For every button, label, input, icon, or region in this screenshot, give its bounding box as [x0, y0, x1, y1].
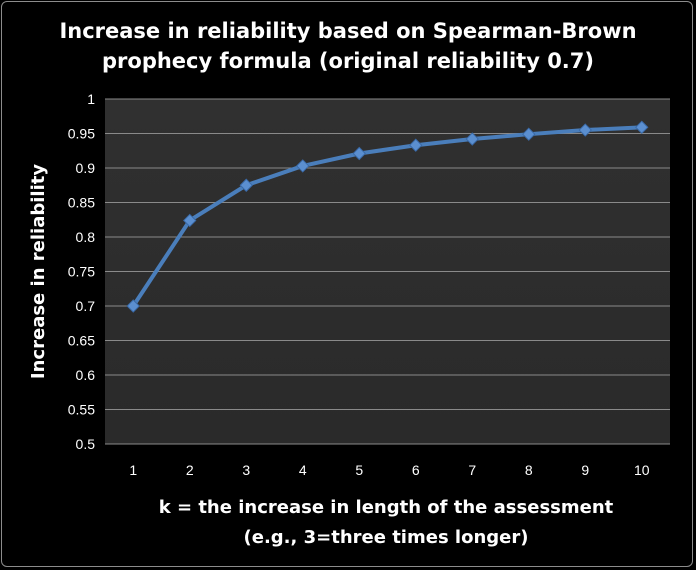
- y-axis-label: Increase in reliability: [28, 164, 49, 379]
- data-point: [296, 159, 310, 173]
- x-axis-label-line-1: k = the increase in length of the assess…: [159, 497, 614, 518]
- y-tick-labels: 0.5 0.55 0.6 0.65 0.7 0.75 0.8 0.85 0.9 0.95 1: [68, 91, 95, 452]
- x-tick-label: 9: [581, 462, 589, 478]
- x-tick-label: 10: [634, 462, 650, 478]
- series-line: [131, 125, 642, 308]
- gridlines: [105, 98, 670, 445]
- x-tick-label: 6: [412, 462, 420, 478]
- x-tick-label: 7: [468, 462, 476, 478]
- y-tick-label: 0.95: [68, 126, 95, 142]
- y-tick-label: 0.5: [76, 436, 96, 452]
- data-point: [465, 132, 479, 146]
- x-tick-label: 4: [299, 462, 307, 478]
- data-point: [635, 120, 649, 134]
- x-tick-label: 2: [186, 462, 194, 478]
- chart-title: Increase in reliability based on Spearma…: [0, 16, 696, 76]
- x-tick-labels: 1 2 3 4 5 6 7 8 9 10: [129, 462, 649, 478]
- x-tick-label: 3: [242, 462, 250, 478]
- y-tick-label: 0.7: [76, 298, 96, 314]
- y-tick-label: 0.6: [76, 367, 96, 383]
- series-group: [126, 120, 649, 313]
- chart-title-line-1: Increase in reliability based on Spearma…: [59, 19, 637, 43]
- y-tick-label: 0.55: [68, 402, 95, 418]
- x-axis-label-line-2: (e.g., 3=three times longer): [244, 527, 529, 548]
- data-point: [126, 299, 140, 313]
- y-tick-label: 0.8: [76, 229, 96, 245]
- data-point: [352, 146, 366, 161]
- y-tick-label: 0.9: [76, 160, 96, 176]
- y-tick-label: 0.85: [68, 195, 95, 211]
- x-tick-label: 8: [525, 462, 533, 478]
- x-tick-label: 5: [355, 462, 363, 478]
- x-tick-label: 1: [129, 462, 137, 478]
- y-tick-label: 0.75: [68, 264, 95, 280]
- data-point: [183, 213, 197, 228]
- y-tick-label: 0.65: [68, 333, 95, 349]
- chart-title-line-2: prophecy formula (original reliability 0…: [102, 49, 594, 73]
- data-point: [239, 178, 253, 192]
- data-point: [578, 123, 592, 137]
- data-point: [409, 138, 423, 152]
- y-tick-label: 1: [87, 91, 95, 107]
- data-point: [522, 127, 536, 141]
